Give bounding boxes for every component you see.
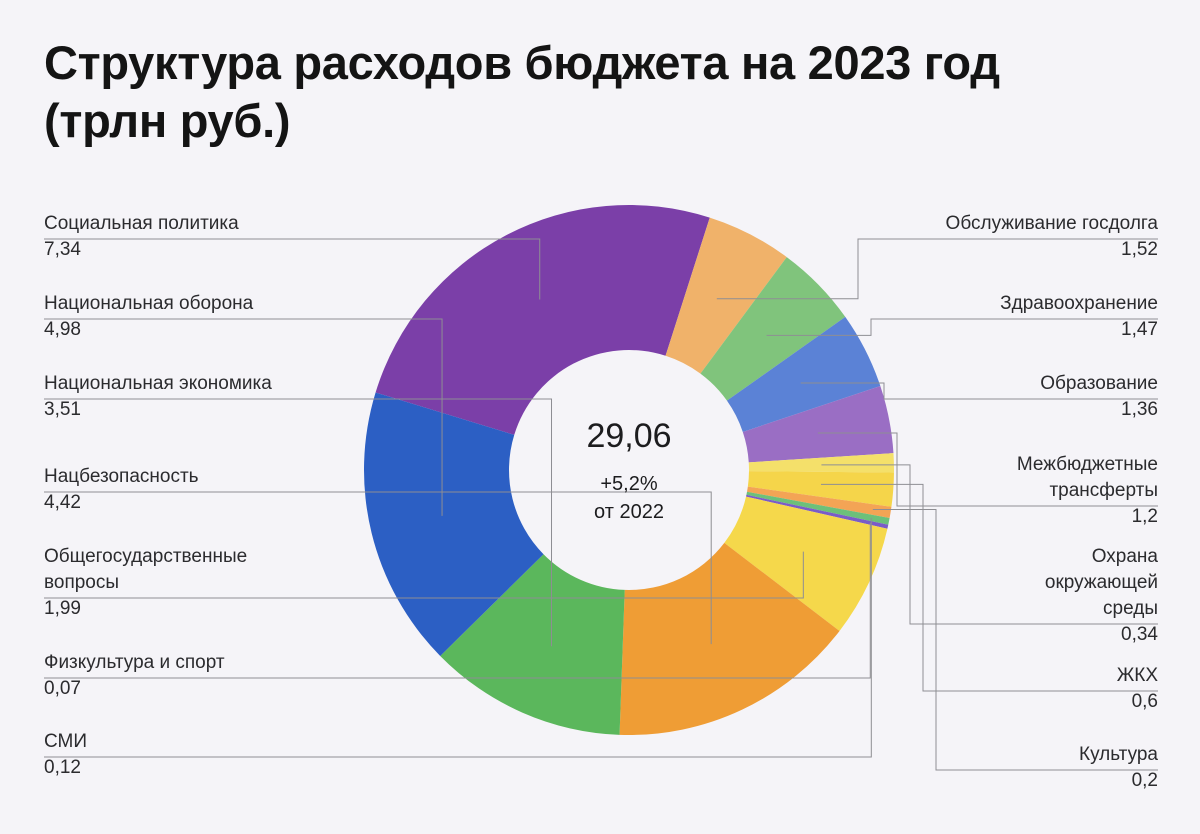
label-left-6-line-1: Физкультура и спорт: [44, 652, 225, 673]
value-left-5: 1,99: [44, 598, 81, 619]
center-comparison: от 2022: [594, 501, 664, 523]
value-left-1: 7,34: [44, 239, 81, 260]
label-right-5-line-2: окружающей: [1045, 572, 1158, 593]
leader-right-6: [820, 483, 1158, 692]
leader-right-7: [872, 509, 1158, 771]
label-right-4-line-1: Межбюджетные: [1017, 454, 1158, 475]
slice-8: [747, 486, 892, 519]
value-left-3: 3,51: [44, 399, 81, 420]
slice-4: [726, 316, 881, 432]
center-total-value: 29,06: [586, 417, 671, 455]
value-right-5: 0,34: [1121, 624, 1158, 645]
slice-13: [440, 554, 625, 735]
label-left-1-line-1: Социальная политика: [44, 213, 239, 234]
leader-left-4: [44, 491, 712, 645]
slice-10: [746, 494, 889, 529]
value-left-2: 4,98: [44, 319, 81, 340]
label-right-1-line-1: Обслуживание госдолга: [946, 213, 1159, 234]
value-right-4: 1,2: [1132, 506, 1158, 527]
label-right-6-line-1: ЖКХ: [1117, 665, 1159, 686]
leader-right-4: [817, 432, 1158, 507]
leader-right-3: [800, 382, 1158, 400]
leader-right-5: [821, 464, 1158, 625]
label-left-7-line-1: СМИ: [44, 731, 87, 752]
slice-6: [748, 453, 894, 473]
value-right-1: 1,52: [1121, 239, 1158, 260]
label-left-5-line-1: Общегосударственные: [44, 546, 247, 567]
chart-title: Структура расходов бюджета на 2023 год (…: [44, 34, 1164, 150]
value-left-6: 0,07: [44, 678, 81, 699]
leader-left-5: [44, 551, 804, 599]
label-left-5-line-2: вопросы: [44, 572, 119, 593]
slice-12: [619, 542, 840, 736]
leader-left-1: [44, 238, 541, 300]
label-right-3-line-1: Образование: [1040, 373, 1158, 394]
value-right-3: 1,36: [1121, 399, 1158, 420]
slice-11: [724, 496, 888, 631]
value-left-7: 0,12: [44, 757, 81, 778]
slice-2: [665, 217, 787, 374]
leader-left-3: [44, 398, 553, 647]
donut-slices: [364, 205, 894, 736]
leader-left-6: [44, 522, 871, 679]
chart-title-line-1: Структура расходов бюджета на 2023 год: [44, 36, 1000, 89]
value-right-2: 1,47: [1121, 319, 1158, 340]
label-left-3-line-1: Национальная экономика: [44, 373, 272, 394]
donut-center: 29,06 +5,2% от 2022: [586, 417, 671, 523]
label-left-2-line-1: Национальная оборона: [44, 293, 254, 314]
slice-9: [746, 491, 890, 525]
leader-lines: [44, 238, 1158, 771]
label-right-4-line-2: трансферты: [1049, 480, 1158, 501]
value-right-7: 0,2: [1132, 770, 1158, 791]
label-right-5-line-3: среды: [1103, 598, 1158, 619]
slice-5: [742, 385, 894, 463]
leader-left-7: [44, 517, 872, 758]
chart-title-line-2: (трлн руб.): [44, 94, 291, 147]
label-right-5-line-1: Охрана: [1092, 546, 1159, 567]
slice-3: [700, 257, 846, 401]
value-right-6: 0,6: [1132, 691, 1158, 712]
slice-14: [364, 392, 544, 656]
label-right-7-line-1: Культура: [1079, 744, 1158, 765]
center-change: +5,2%: [600, 473, 657, 495]
label-left-4-line-1: Нацбезопасность: [44, 466, 199, 487]
leader-right-1: [716, 238, 1158, 300]
category-labels: Социальная политика 7,34 Национальная обор…: [44, 213, 1158, 791]
value-left-4: 4,42: [44, 492, 81, 513]
slice-7: [747, 471, 894, 507]
leader-left-2: [44, 318, 443, 516]
leader-right-2: [766, 318, 1158, 336]
slice-1: [375, 205, 710, 435]
label-right-2-line-1: Здравоохранение: [1000, 293, 1158, 314]
